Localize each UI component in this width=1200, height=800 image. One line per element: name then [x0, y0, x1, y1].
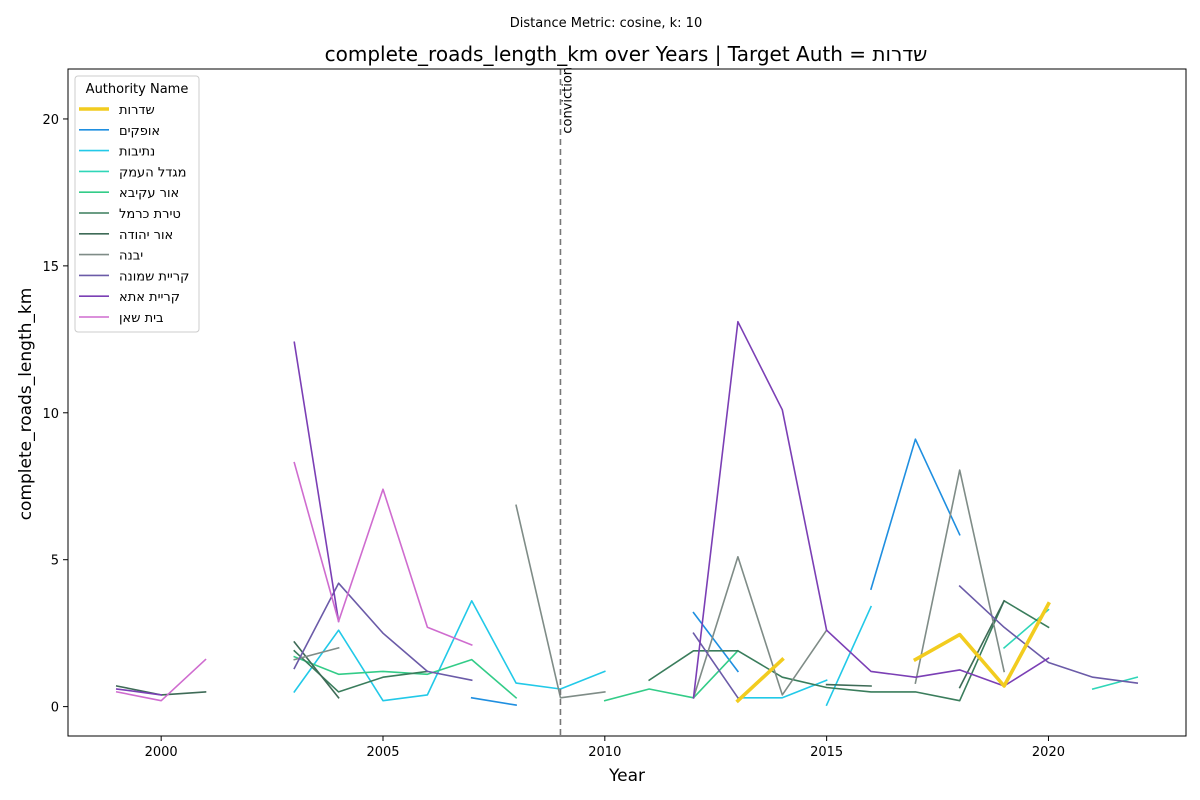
conviction-label: conviction: [560, 67, 575, 134]
x-tick-label: 2000: [145, 745, 178, 760]
legend-title: Authority Name: [86, 82, 189, 97]
legend-box: [74, 75, 200, 333]
legend-label: נתיבות: [119, 145, 155, 160]
chart-suptitle: Distance Metric: cosine, k: 10: [510, 16, 702, 31]
legend-label: אופקים: [119, 124, 160, 139]
y-tick-label: 5: [51, 554, 59, 569]
y-tick-label: 0: [51, 701, 59, 716]
legend-label: שדרות: [119, 103, 155, 118]
legend-label: טירת כרמל: [119, 207, 181, 222]
chart-title: complete_roads_length_km over Years | Ta…: [325, 42, 928, 66]
series-line-11: [115, 461, 473, 702]
plot-frame: [67, 68, 1187, 737]
conviction-annotation: conviction: [559, 67, 575, 736]
series-line-6: [293, 600, 1050, 702]
series-line-1: [735, 601, 1051, 704]
legend-label: בית שאן: [119, 311, 164, 326]
x-tick-label: 2015: [810, 745, 843, 760]
legend-label: קריית אתא: [119, 290, 180, 305]
x-tick-label: 2010: [588, 745, 621, 760]
x-axis-label: Year: [608, 766, 645, 786]
series-line-2: [470, 438, 961, 707]
y-axis-label: complete_roads_length_km: [16, 288, 36, 521]
legend-label: אור עקיבא: [119, 186, 179, 201]
x-axis: 2000 2005 2010 2015 2020: [145, 736, 1065, 760]
series-line-8: [293, 469, 1006, 699]
y-axis: 0 5 10 15 20: [42, 113, 68, 716]
series-line-9: [293, 582, 1139, 699]
legend-items: שדרות אופקים נתיבות מגדל העמק אור עקיבא טירת …: [79, 103, 189, 326]
y-tick-label: 10: [42, 407, 59, 422]
series-line-5: [293, 649, 740, 702]
series-line-10: [115, 320, 1050, 699]
legend-label: קריית שמונה: [119, 269, 189, 284]
legend-label: מגדל העמק: [119, 165, 187, 180]
y-tick-label: 15: [42, 260, 59, 275]
y-tick-label: 20: [42, 113, 59, 128]
legend: Authority Name שדרות אופקים נתיבות מגדל העמ…: [74, 75, 200, 333]
series-lines: [115, 320, 1139, 707]
series-line-3: [293, 600, 873, 707]
x-tick-label: 2005: [366, 745, 399, 760]
legend-label: אור יהודה: [119, 228, 173, 243]
legend-label: יבנה: [119, 249, 143, 264]
x-tick-label: 2020: [1032, 745, 1065, 760]
plot-area: conviction: [67, 67, 1187, 737]
